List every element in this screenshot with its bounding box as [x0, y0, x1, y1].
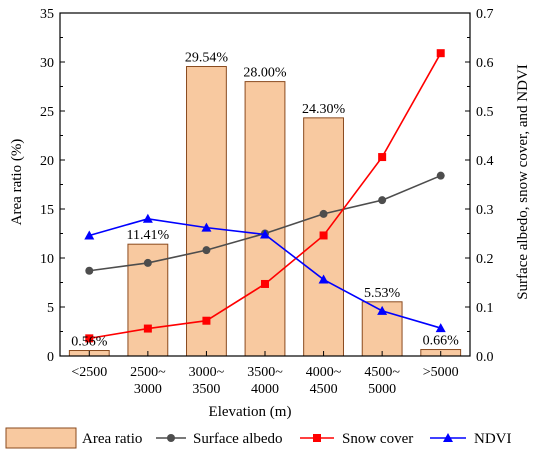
bars: [68, 66, 462, 357]
x-tick-label-4: 4000~: [306, 365, 342, 380]
point-ndvi-4: [318, 274, 329, 284]
axis-ticks: 0 5 10 15 20 25 30 35 0.0 0.1 0.2 0.3 0.4 0.5 0.6 0.7 <2…: [40, 7, 494, 397]
y-left-tick-label: 35: [40, 7, 54, 22]
y-left-tick-label: 10: [40, 252, 54, 267]
point-surface-albedo-1: [143, 258, 152, 267]
legend-marker-surface-albedo: [167, 434, 175, 442]
y-left-tick-label: 20: [40, 154, 54, 169]
legend-swatch-area-ratio: [5, 427, 77, 449]
bar-label-3: 28.00%: [243, 66, 287, 81]
x-tick-label-2: 3500: [192, 382, 220, 397]
y-left-tick-label: 0: [47, 350, 54, 365]
x-tick-label-3: 4000: [251, 382, 279, 397]
point-ndvi-6: [435, 323, 446, 333]
x-tick-label-1: 2500~: [130, 365, 166, 380]
x-tick-label-4: 4500: [310, 382, 338, 397]
y-axis-left-title: Area ratio (%): [9, 139, 25, 226]
y-axis-right-title: Surface albedo, snow cover, and NDVI: [515, 64, 531, 300]
legend-label-area-ratio: Area ratio: [82, 431, 142, 447]
point-surface-albedo-0: [85, 266, 94, 275]
y-right-tick-label: 0.2: [476, 252, 494, 267]
y-right-tick-label: 0.1: [476, 301, 494, 316]
point-ndvi-3: [260, 229, 270, 239]
point-snow-cover-6: [436, 49, 445, 58]
legend-label-snow-cover: Snow cover: [342, 431, 413, 447]
point-surface-albedo-4: [319, 209, 328, 218]
y-right-tick-label: 0.4: [476, 154, 494, 169]
point-ndvi-0: [84, 230, 95, 240]
y-right-tick-label: 0.3: [476, 203, 494, 218]
bar-label-4: 24.30%: [302, 102, 346, 117]
legend-label-surface-albedo: Surface albedo: [193, 431, 283, 447]
bar-label-5: 5.53%: [364, 286, 401, 301]
legend-label-ndvi: NDVI: [474, 431, 512, 447]
point-surface-albedo-2: [202, 246, 211, 255]
bar-label-1: 11.41%: [127, 228, 170, 243]
point-snow-cover-1: [143, 324, 152, 333]
y-left-tick-label: 30: [40, 56, 54, 71]
y-right-tick-label: 0.0: [476, 350, 494, 365]
point-ndvi-5: [377, 305, 388, 315]
y-left-tick-label: 25: [40, 105, 54, 120]
x-tick-label-5: 4500~: [364, 365, 400, 380]
point-snow-cover-2: [202, 316, 211, 325]
point-snow-cover-5: [378, 153, 387, 162]
y-right-tick-label: 0.6: [476, 56, 494, 71]
data-labels: 0.56% 11.41% 29.54% 28.00% 24.30% 5.53% 0.66%: [71, 51, 459, 350]
bar-label-0: 0.56%: [71, 335, 108, 350]
y-left-tick-label: 15: [40, 203, 54, 218]
point-snow-cover-4: [319, 231, 328, 240]
x-tick-label-1: 3000: [134, 382, 162, 397]
y-right-tick-label: 0.7: [476, 7, 494, 22]
x-tick-label-2: 3000~: [189, 365, 225, 380]
point-ndvi-1: [142, 213, 153, 223]
bar-3: [244, 81, 286, 357]
point-ndvi-2: [201, 222, 212, 232]
legend-marker-snow-cover: [313, 434, 321, 442]
bar-1: [127, 243, 169, 357]
point-snow-cover-3: [261, 279, 269, 288]
point-snow-cover-0: [85, 334, 94, 343]
point-surface-albedo-6: [436, 171, 445, 180]
point-surface-albedo-5: [378, 196, 387, 205]
legend: Area ratio Surface albedo Snow cover NDVI: [5, 427, 512, 449]
x-axis-title: Elevation (m): [209, 404, 292, 420]
x-tick-label-3: 3500~: [247, 365, 283, 380]
bar-label-2: 29.54%: [185, 51, 229, 66]
x-tick-label-0: <2500: [71, 365, 107, 380]
legend-marker-ndvi: [443, 433, 453, 442]
y-left-tick-label: 5: [47, 301, 54, 316]
y-right-tick-label: 0.5: [476, 105, 494, 120]
line-series: [84, 49, 446, 343]
x-tick-label-6: >5000: [423, 365, 459, 380]
bar-label-6: 0.66%: [423, 334, 460, 349]
x-tick-label-5: 5000: [368, 382, 396, 397]
